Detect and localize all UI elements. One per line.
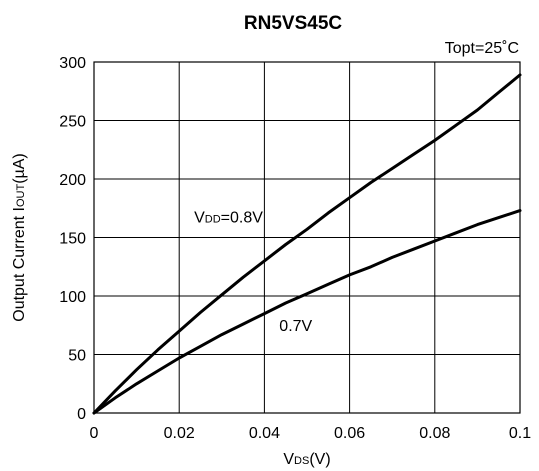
series-line-2 xyxy=(92,209,522,415)
plot-frame xyxy=(93,61,521,414)
condition-label: Topt=25˚C xyxy=(445,40,519,57)
y-tick-label: 200 xyxy=(59,172,86,189)
x-tick-label: 0.1 xyxy=(509,425,531,442)
x-tick-label: 0.02 xyxy=(164,425,195,442)
annotation-layer: VDD=0.8V 0.7V xyxy=(194,209,312,335)
x-tick-label: 0.08 xyxy=(419,425,450,442)
y-tick-label: 300 xyxy=(59,55,86,72)
series-annotation-2: 0.7V xyxy=(279,318,312,335)
y-tick-label: 150 xyxy=(59,231,86,248)
series-annotation-1: VDD=0.8V xyxy=(194,209,263,226)
series-layer xyxy=(92,73,522,415)
chart-title: RN5VS45C xyxy=(244,13,342,34)
y-axis-label: Output Current IOUT(µA) xyxy=(11,153,28,322)
y-tick-label: 0 xyxy=(77,406,86,423)
y-tick-label: 100 xyxy=(59,289,86,306)
tick-layer: 0 0.02 0.04 0.06 0.08 0.1 0 50 100 150 200 250 300 xyxy=(59,55,531,442)
x-axis-label: VDS(V) xyxy=(283,451,330,468)
y-tick-label: 50 xyxy=(68,348,86,365)
x-tick-label: 0.04 xyxy=(249,425,280,442)
x-tick-label: 0.06 xyxy=(334,425,365,442)
x-tick-label: 0 xyxy=(90,425,99,442)
grid-layer xyxy=(94,62,520,413)
y-tick-label: 250 xyxy=(59,114,86,131)
series-line-1 xyxy=(92,73,522,415)
